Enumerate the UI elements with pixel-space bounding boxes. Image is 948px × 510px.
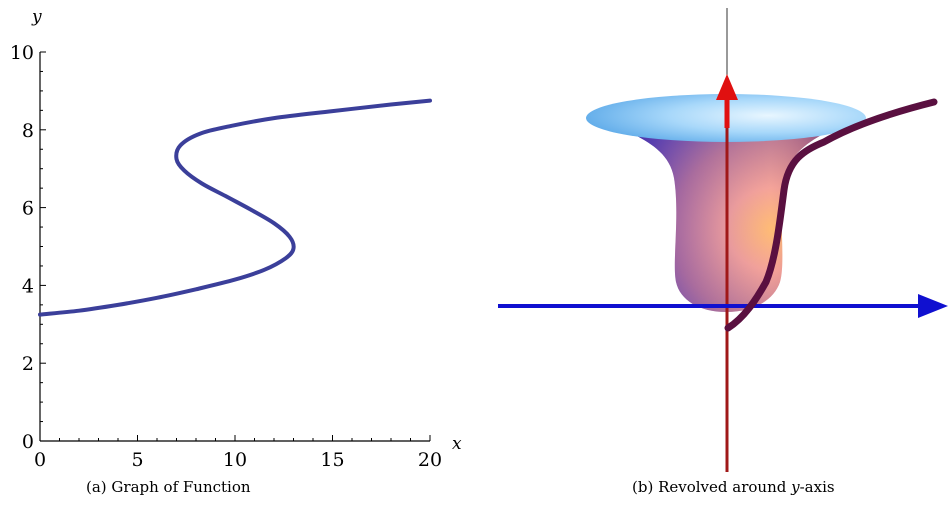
- x-tick-label: 15: [320, 449, 344, 471]
- y-tick-label: 2: [22, 353, 34, 375]
- x-axis-label: x: [452, 434, 462, 454]
- caption-b-post: -axis: [799, 478, 835, 496]
- x-tick-label: 0: [34, 449, 46, 471]
- y-axis-label: y: [31, 7, 42, 27]
- caption-b-var: y: [791, 478, 800, 496]
- y-tick-label: 8: [22, 120, 34, 142]
- ticks: [39, 51, 431, 442]
- y-tick-label: 4: [22, 275, 34, 297]
- caption-b-pre: (b) Revolved around: [632, 478, 792, 496]
- function-graph: 0 5 10 15 20 0 2 4 6 8 10 x y: [10, 7, 462, 471]
- caption-b: (b) Revolved around y-axis: [632, 478, 835, 496]
- profile-curve: [724, 98, 938, 332]
- y-axis-arrowhead: [716, 74, 738, 100]
- axes: [39, 52, 430, 442]
- x-tick-label: 20: [418, 449, 442, 471]
- caption-a: (a) Graph of Function: [86, 478, 251, 496]
- x-axis-arrowhead: [918, 294, 948, 318]
- tick-labels: 0 5 10 15 20 0 2 4 6 8 10: [10, 42, 442, 471]
- revolved-surface-figure: [498, 8, 948, 472]
- x-tick-label: 10: [223, 449, 247, 471]
- y-tick-label: 6: [22, 198, 34, 220]
- y-tick-label: 10: [10, 42, 34, 64]
- y-tick-label: 0: [22, 431, 34, 453]
- function-curve: [38, 98, 432, 317]
- x-tick-label: 5: [131, 449, 143, 471]
